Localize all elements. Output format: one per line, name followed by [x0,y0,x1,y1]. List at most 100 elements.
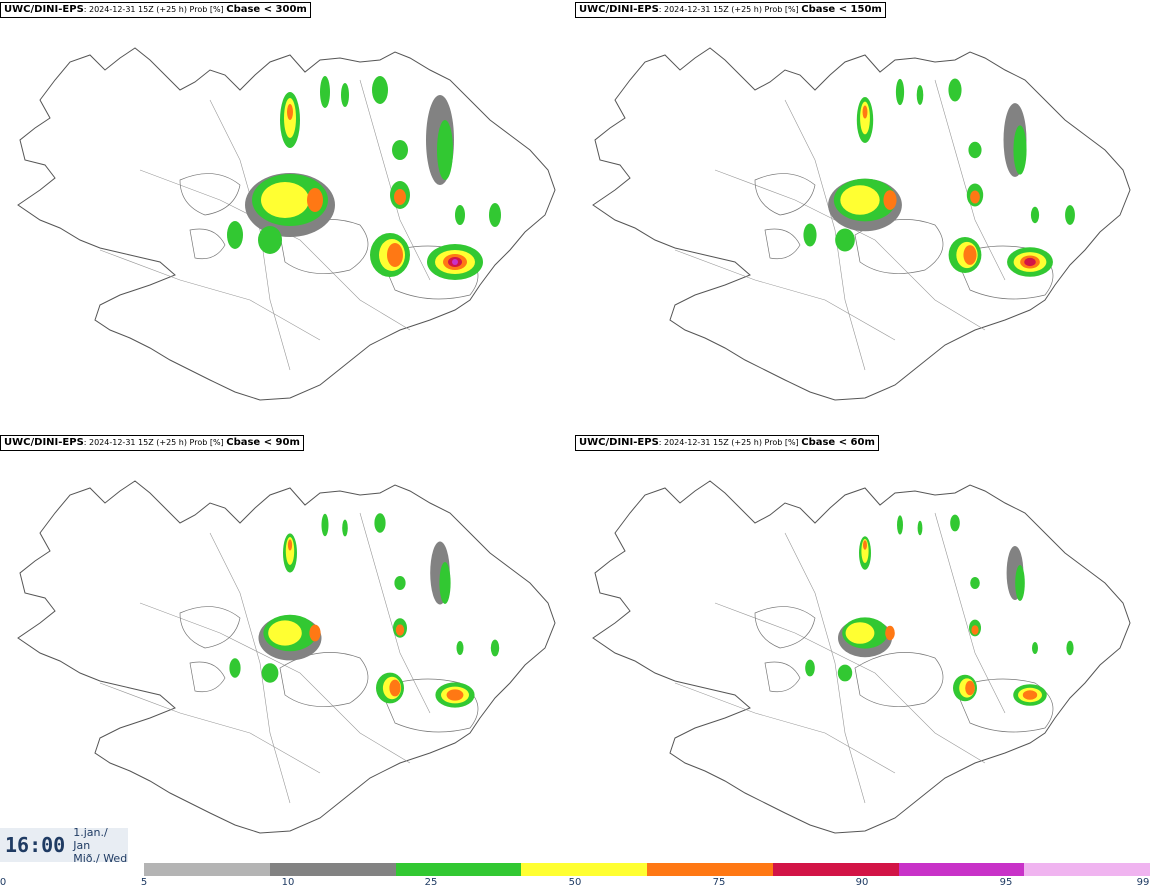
probability-area [392,140,408,160]
probability-area [862,105,868,119]
probability-area [387,243,403,267]
probability-area [437,120,453,180]
probability-area [965,680,975,696]
colorbar-tick-label: 90 [855,877,869,888]
probability-area [803,223,817,247]
probability-area [971,625,979,635]
glacier-outline [179,606,241,649]
colorbar-segment [898,863,1025,876]
iceland-map [17,47,556,401]
probability-area [394,189,406,205]
probability-area [1013,125,1027,175]
colorbar-tick-label: 0 [0,877,7,888]
coastline [17,47,556,401]
probability-area [307,188,323,212]
valid-date: 1.jan./ Jan [73,825,108,852]
region-border [674,682,896,774]
probability-area [963,245,977,265]
map-panel-3: UWC/DINI-EPS: 2024-12-31 15Z (+25 h) Pro… [0,433,575,858]
colorbar-tick-label: 75 [712,877,726,888]
glacier-outline [189,661,226,693]
probability-area [372,76,388,104]
glacier-outline [764,661,801,693]
probability-colorbar [144,863,1150,876]
probability-area [452,692,458,698]
probability-area [917,520,923,536]
glacier-outline [764,228,801,260]
colorbar-segment [395,863,522,876]
glacier-outline [189,228,226,260]
probability-area [1015,565,1025,601]
glacier-outline [954,245,1054,300]
probability-area [883,190,897,210]
colorbar-tick-label: 99 [1136,877,1150,888]
colorbar-segment [269,863,396,876]
valid-hour: 16:00 [5,833,66,857]
glacier-outline [179,173,241,216]
probability-area [490,639,500,657]
iceland-map [592,47,1131,401]
colorbar-tick-label: 50 [568,877,582,888]
probability-area [840,185,880,215]
glacier-outline [379,678,479,733]
probability-area [970,577,980,589]
iceland-map [17,480,556,834]
probability-area [970,190,980,204]
probability-area [897,515,903,535]
probability-area [845,622,875,644]
probability-area [452,259,458,265]
glacier-outline [954,678,1054,733]
region-border [99,249,321,341]
probability-area [863,540,867,550]
probability-area [261,663,279,683]
glacier-outline [279,652,369,707]
probability-area [268,620,302,646]
probability-area [885,625,895,641]
probability-area [1032,642,1038,654]
probability-area [342,519,348,537]
probability-area [389,679,401,697]
region-border [359,79,431,281]
map-panel-1: UWC/DINI-EPS: 2024-12-31 15Z (+25 h) Pro… [0,0,575,425]
colorbar-segment [772,863,899,876]
probability-area [456,641,464,655]
glacier-outline [754,173,816,216]
region-border [674,249,896,341]
coastline [592,480,1131,834]
valid-time-box: 16:00 1.jan./ Jan Mið./ Wed [0,825,128,865]
region-border [139,169,411,331]
colorbar-tick-label: 5 [140,877,148,888]
colorbar-segment [1024,863,1150,876]
probability-area [320,76,330,108]
region-border [209,532,291,804]
probability-area [1065,205,1075,225]
map-panel-2: UWC/DINI-EPS: 2024-12-31 15Z (+25 h) Pro… [575,0,1150,425]
probability-area [321,513,329,537]
colorbar-ticks: 0 5 10 25 50 75 90 95 99 [0,877,1150,891]
panel-title: UWC/DINI-EPS: 2024-12-31 15Z (+25 h) Pro… [0,2,311,18]
probability-area [341,83,349,107]
region-border [139,602,411,764]
probability-area [287,104,293,120]
region-border [359,512,431,714]
probability-area [837,664,853,682]
valid-weekday: Mið./ Wed [73,851,128,865]
probability-area [1027,259,1033,265]
probability-area [1066,640,1074,656]
probability-area [1028,693,1032,697]
region-border [714,169,986,331]
probability-area [229,658,241,678]
colorbar-segment [144,863,270,876]
probability-area [950,514,960,532]
colorbar-tick-label: 95 [999,877,1013,888]
region-border [934,79,1006,281]
panel-title: UWC/DINI-EPS: 2024-12-31 15Z (+25 h) Pro… [575,2,886,18]
probability-area [258,226,282,254]
probability-area [948,78,962,102]
probability-area [916,85,924,105]
glacier-outline [854,652,944,707]
probability-area [261,182,309,218]
probability-area [395,624,405,636]
probability-area [227,221,243,249]
region-border [714,602,986,764]
